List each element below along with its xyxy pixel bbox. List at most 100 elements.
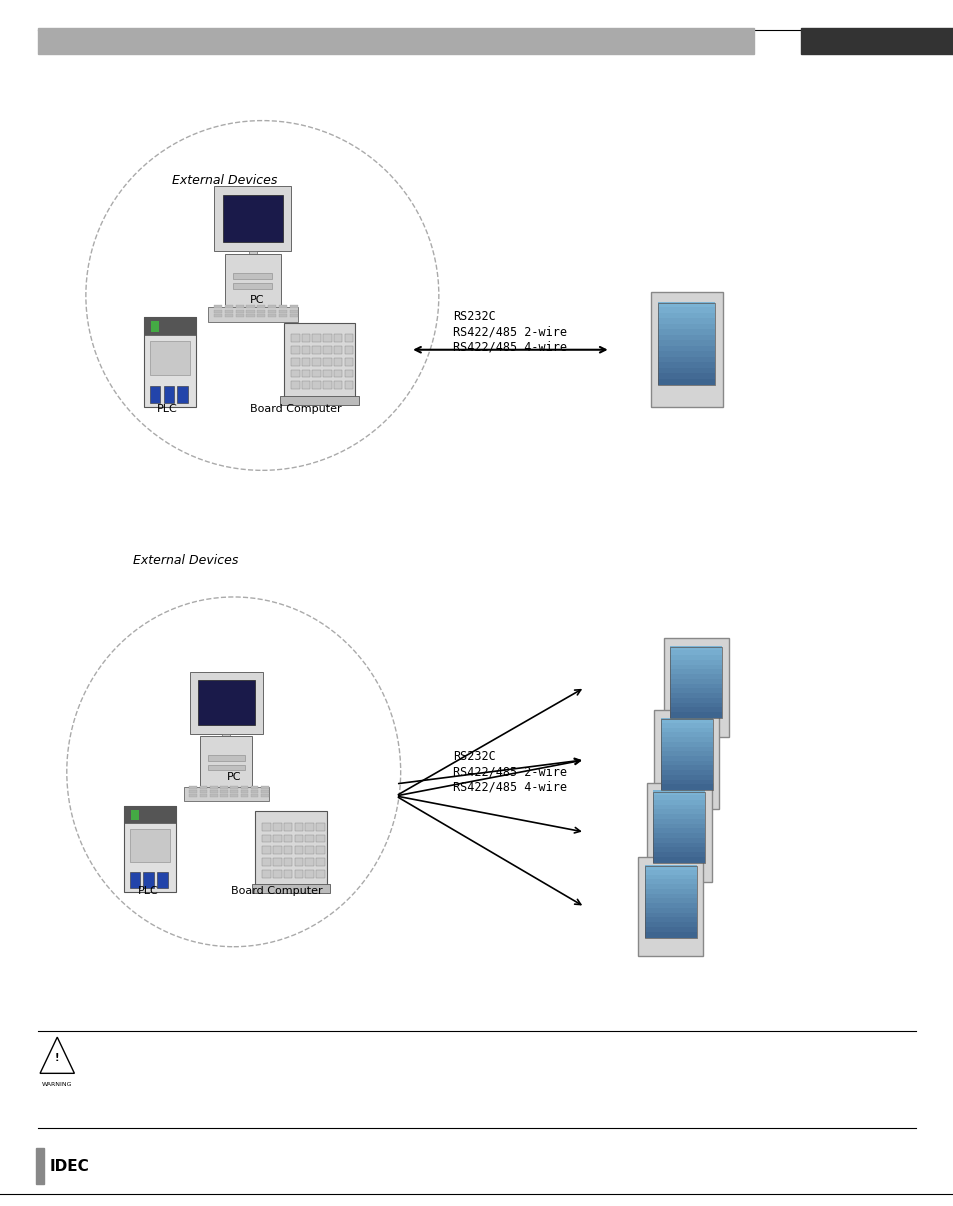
FancyBboxPatch shape — [650, 293, 721, 406]
Bar — [143, 872, 153, 888]
Bar — [653, 809, 704, 815]
Bar — [660, 780, 712, 785]
Bar — [658, 340, 715, 347]
Bar — [313, 346, 320, 355]
Bar — [670, 645, 721, 651]
Bar — [291, 346, 299, 355]
FancyBboxPatch shape — [646, 783, 711, 882]
Bar — [294, 822, 303, 831]
Bar — [213, 310, 222, 312]
Bar — [660, 751, 712, 757]
Bar — [653, 804, 704, 810]
Bar — [294, 870, 303, 878]
FancyBboxPatch shape — [663, 638, 728, 737]
Bar — [278, 314, 287, 317]
Bar — [653, 824, 704, 830]
Polygon shape — [40, 1037, 74, 1073]
Bar — [284, 870, 293, 878]
Bar — [653, 829, 704, 835]
Bar — [278, 305, 287, 309]
Bar — [644, 931, 696, 937]
Bar — [268, 314, 276, 317]
Bar — [251, 794, 258, 797]
Text: PLC: PLC — [137, 886, 158, 896]
Bar — [315, 835, 324, 842]
Bar — [334, 370, 342, 377]
Bar — [660, 727, 712, 733]
Bar — [261, 786, 269, 789]
Bar — [150, 386, 160, 403]
Bar — [222, 734, 230, 739]
Bar — [143, 317, 196, 335]
Bar — [323, 381, 332, 390]
Bar — [163, 386, 173, 403]
Bar — [208, 765, 244, 771]
Text: External Devices: External Devices — [133, 554, 238, 567]
Bar — [246, 314, 254, 317]
Bar — [315, 870, 324, 878]
Bar — [36, 1148, 44, 1184]
Bar — [301, 334, 310, 343]
Bar — [273, 822, 281, 831]
Bar — [305, 822, 314, 831]
Bar — [177, 386, 188, 403]
Bar — [305, 870, 314, 878]
FancyBboxPatch shape — [284, 323, 355, 400]
Bar — [658, 312, 715, 320]
Bar — [124, 806, 175, 822]
Bar — [152, 321, 159, 332]
Bar — [315, 847, 324, 854]
Bar — [210, 790, 217, 794]
Bar — [233, 283, 272, 289]
Bar — [644, 918, 696, 924]
Bar — [670, 655, 721, 661]
Bar — [284, 847, 293, 854]
Bar — [644, 889, 696, 895]
Bar — [670, 689, 721, 695]
Bar — [273, 859, 281, 866]
Bar — [291, 334, 299, 343]
Bar — [240, 786, 248, 789]
Bar — [334, 346, 342, 355]
Bar — [208, 755, 244, 761]
Bar — [301, 370, 310, 377]
Text: RS232C
RS422/485 2-wire
RS422/485 4-wire: RS232C RS422/485 2-wire RS422/485 4-wire — [453, 310, 566, 353]
Bar — [305, 859, 314, 866]
Bar — [220, 790, 228, 794]
FancyBboxPatch shape — [225, 253, 280, 309]
Bar — [262, 847, 271, 854]
Bar — [199, 786, 207, 789]
Bar — [644, 884, 696, 890]
Bar — [268, 305, 276, 309]
Bar — [190, 794, 197, 797]
Bar — [210, 786, 217, 789]
Bar — [248, 251, 256, 257]
Bar — [262, 822, 271, 831]
Bar — [660, 747, 712, 753]
Bar — [262, 835, 271, 842]
Bar — [301, 358, 310, 365]
Text: WARNING: WARNING — [42, 1082, 72, 1087]
Bar — [670, 703, 721, 709]
Bar — [290, 305, 297, 309]
Bar — [670, 712, 721, 718]
Bar — [644, 927, 696, 932]
Bar — [334, 334, 342, 343]
Bar — [190, 786, 197, 789]
Bar — [284, 859, 293, 866]
Bar — [284, 835, 293, 842]
Bar — [344, 358, 353, 365]
Bar — [660, 775, 712, 781]
Bar — [334, 381, 342, 390]
Bar — [660, 771, 712, 777]
Bar — [660, 742, 712, 748]
FancyBboxPatch shape — [143, 317, 196, 406]
Bar — [653, 848, 704, 854]
FancyBboxPatch shape — [638, 857, 702, 956]
Bar — [660, 732, 712, 738]
FancyBboxPatch shape — [213, 186, 291, 251]
Bar — [257, 314, 265, 317]
Bar — [261, 790, 269, 794]
Bar — [268, 310, 276, 312]
Bar — [273, 847, 281, 854]
